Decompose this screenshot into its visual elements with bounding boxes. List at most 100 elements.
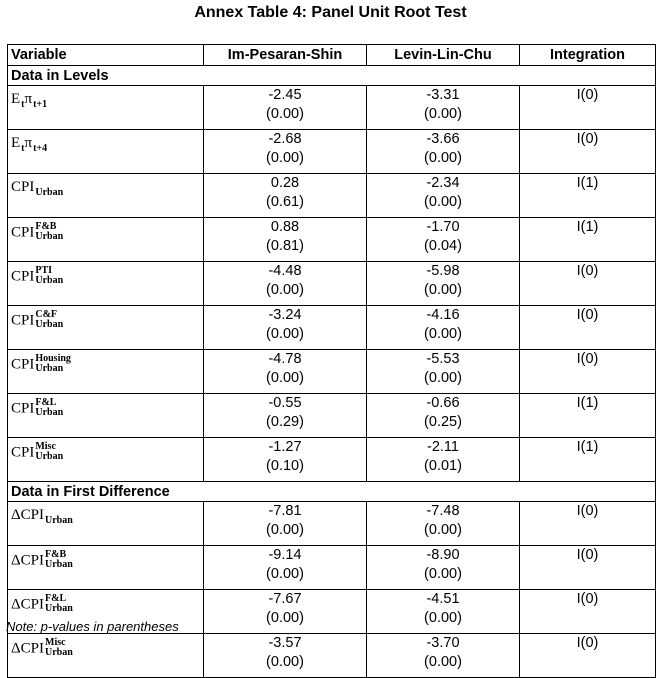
statistic: -2.68 — [268, 131, 302, 147]
llc-cell: -2.34 (0.00) — [366, 173, 520, 218]
script-stack: PTI Urban — [35, 266, 63, 286]
note: Note: p-values in parentheses — [6, 619, 179, 634]
variable-base: ΔCPI — [11, 552, 44, 569]
statistic: -8.90 — [426, 547, 460, 563]
script-stack: F&B Urban — [35, 222, 63, 242]
data-row: ΔCPIUrban -7.81 (0.00) -7.48 (0.00) I(0) — [7, 501, 656, 546]
variable-part: CPI C&F Urban — [11, 309, 63, 331]
llc-cell: -3.66 (0.00) — [366, 129, 520, 174]
data-row: ΔCPI F&B Urban -9.14 (0.00) -8.90 (0.00) I(0) — [7, 545, 656, 590]
variable-cell: CPI Misc Urban — [7, 437, 204, 482]
variable-base: CPI — [11, 356, 35, 373]
superscript: F&B — [45, 549, 67, 560]
p-value: (0.00) — [266, 326, 304, 342]
statistic: 0.88 — [270, 219, 300, 235]
ips-cell: -7.81 (0.00) — [203, 501, 367, 546]
statistic: -3.70 — [426, 635, 460, 651]
superscript: Housing — [35, 353, 71, 364]
variable-cell: CPI F&L Urban — [7, 393, 204, 438]
statistic: -1.70 — [426, 219, 460, 235]
llc-cell: -7.48 (0.00) — [366, 501, 520, 546]
variable-base: ΔCPI — [11, 640, 44, 657]
data-row: Etπt+1 -2.45 (0.00) -3.31 (0.00) I(0) — [7, 85, 656, 130]
llc-cell: -8.90 (0.00) — [366, 545, 520, 590]
superscript: C&F — [35, 309, 58, 320]
subscript: Urban — [45, 647, 73, 658]
p-value: (0.00) — [424, 610, 462, 626]
variable-base: π — [24, 91, 33, 107]
data-row: CPI PTI Urban -4.48 (0.00) -5.98 (0.00) I(0) — [7, 261, 656, 306]
variable-part: CPI F&B Urban — [11, 222, 63, 243]
integration-cell: I(0) — [519, 589, 656, 634]
p-value: (0.00) — [266, 370, 304, 386]
p-value: (0.00) — [266, 150, 304, 166]
variable-base: CPI — [11, 224, 35, 241]
ips-cell: 0.28 (0.61) — [203, 173, 367, 218]
p-value: (0.00) — [424, 194, 462, 210]
data-row: CPIUrban 0.28 (0.61) -2.34 (0.00) I(1) — [7, 173, 656, 218]
script-stack: F&L Urban — [35, 398, 63, 418]
p-value: (0.04) — [424, 238, 462, 254]
statistic: -7.48 — [426, 503, 460, 519]
subscript: t+1 — [33, 99, 48, 110]
llc-cell: -2.11 (0.01) — [366, 437, 520, 482]
variable-part: πt+4 — [25, 135, 48, 154]
variable-cell: CPIUrban — [7, 173, 204, 218]
statistic: -2.34 — [426, 175, 460, 191]
variable-base: CPI — [11, 179, 35, 195]
script-stack: Misc Urban — [35, 442, 63, 462]
integration-cell: I(1) — [519, 217, 656, 262]
subscript: t — [21, 99, 25, 110]
p-value: (0.00) — [266, 282, 304, 298]
integration-cell: I(0) — [519, 305, 656, 350]
integration-cell: I(0) — [519, 501, 656, 546]
p-value: (0.00) — [424, 106, 462, 122]
p-value: (0.00) — [266, 610, 304, 626]
ips-cell: -3.57 (0.00) — [203, 633, 367, 678]
statistic: -3.31 — [426, 87, 460, 103]
variable-part: ΔCPI Misc Urban — [11, 637, 73, 659]
subscript: Urban — [35, 363, 64, 374]
ips-cell: -1.27 (0.10) — [203, 437, 367, 482]
integration-cell: I(0) — [519, 545, 656, 590]
superscript: F&L — [35, 397, 57, 408]
subscript: Urban — [45, 559, 73, 570]
variable-base: ΔCPI — [11, 596, 44, 613]
variable-part: Et — [11, 91, 25, 110]
statistic: -0.55 — [268, 395, 302, 411]
variable-cell: CPI C&F Urban — [7, 305, 204, 350]
variable-base: E — [11, 135, 21, 151]
data-row: ΔCPI F&L Urban -7.67 (0.00) -4.51 (0.00) I(0) — [7, 589, 656, 634]
data-row: CPI F&L Urban -0.55 (0.29) -0.66 (0.25) I(1) — [7, 393, 656, 438]
statistic: -5.98 — [426, 263, 460, 279]
column-header: Variable — [7, 44, 204, 66]
statistic: -2.11 — [427, 439, 459, 455]
data-row: ΔCPI Misc Urban -3.57 (0.00) -3.70 (0.00) I(0) — [7, 633, 656, 678]
ips-cell: -2.45 (0.00) — [203, 85, 367, 130]
statistic: -4.48 — [268, 263, 302, 279]
variable-part: CPI PTI Urban — [11, 266, 63, 287]
llc-cell: -1.70 (0.04) — [366, 217, 520, 262]
page: {"title": "Annex Table 4: Panel Unit Roo… — [6, 4, 656, 678]
statistic: -3.24 — [268, 307, 302, 323]
statistic: -1.27 — [268, 439, 302, 455]
ips-cell: -4.78 (0.00) — [203, 349, 367, 394]
superscript: Misc — [45, 637, 66, 648]
variable-base: ΔCPI — [11, 507, 44, 523]
integration-cell: I(0) — [519, 349, 656, 394]
statistic: -7.81 — [268, 503, 302, 519]
integration-cell: I(1) — [519, 437, 656, 482]
variable-cell: CPI F&B Urban — [7, 217, 204, 262]
p-value: (0.00) — [266, 106, 304, 122]
header-row: Variable Im-Pesaran-Shin Levin-Lin-Chu Inte… — [7, 44, 656, 66]
table: Variable Im-Pesaran-Shin Levin-Lin-Chu Inte… — [7, 44, 656, 678]
superscript: PTI — [35, 265, 53, 276]
integration-cell: I(1) — [519, 393, 656, 438]
statistic: -0.66 — [426, 395, 460, 411]
p-value: (0.00) — [424, 654, 462, 670]
data-row: CPI Misc Urban -1.27 (0.10) -2.11 (0.01) I(1) — [7, 437, 656, 482]
p-value: (0.10) — [266, 458, 304, 474]
integration-cell: I(1) — [519, 173, 656, 218]
variable-base: CPI — [11, 268, 35, 285]
ips-cell: 0.88 (0.81) — [203, 217, 367, 262]
